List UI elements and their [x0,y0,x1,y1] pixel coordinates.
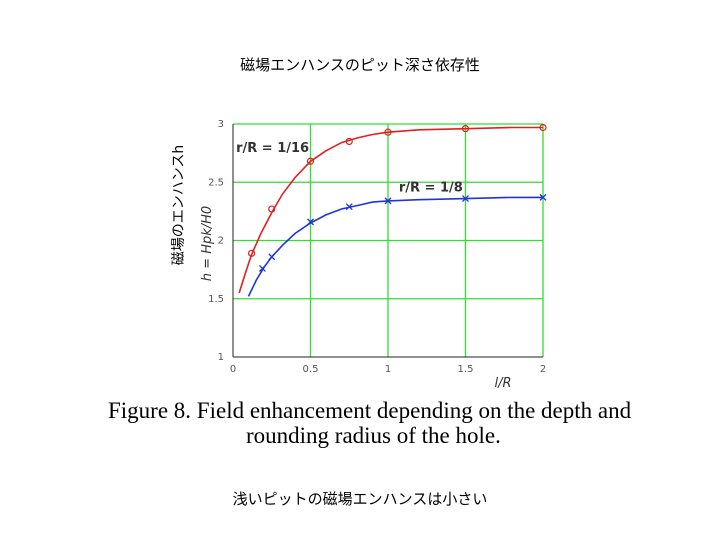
x-tick-label-3: 1.5 [458,364,474,375]
x-tick-label-2: 1 [385,364,391,375]
figure-caption-line-1: Figure 8. Field enhancement depending on… [108,398,632,423]
series-1-point-2 [307,218,314,226]
y-tick-label-4: 3 [218,119,224,130]
series-1-point-4 [384,197,392,205]
text-layer: 0 0.5 1 1.5 2 1 1.5 2 2.5 3 l/R h = Hpk/H0 r/R = 1/1… [200,119,546,391]
series-0-point-2 [306,157,315,165]
figure-caption-line-2: rounding radius of the hole. [246,423,501,448]
axes-layer [232,124,543,358]
x-axis-label: l/R [494,376,511,391]
series-label-0: r/R = 1/16 [236,141,309,156]
y-tick-label-0: 1 [218,352,224,363]
slide-title: 磁場エンハンスのピット深さ依存性 [240,56,480,74]
y-tick-label-3: 2.5 [208,177,224,188]
series-1-point-5 [462,195,469,203]
series-1-point-3 [345,203,353,211]
series-0-point-3 [345,137,353,146]
series-0-point-0 [247,249,256,257]
side-axis-label-text: 磁場のエンハンスh [171,144,187,266]
series-line-0 [238,126,543,294]
x-tick-label-4: 2 [540,364,546,375]
series-layer [238,123,547,297]
series-0-point-4 [384,128,392,136]
grid-layer [233,123,544,357]
series-label-1: r/R = 1/8 [399,181,463,196]
series-0-point-6 [539,123,547,132]
series-0-point-1 [268,205,276,213]
x-tick-label-0: 0 [230,364,236,375]
y-tick-label-2: 2 [218,236,224,247]
bottom-note: 浅いピットの磁場エンハンスは小さい [232,490,488,508]
series-line-1 [247,196,543,297]
enhancement-chart: 0 0.5 1 1.5 2 1 1.5 2 2.5 3 l/R h = Hpk/H0 r/R = 1/1… [200,119,547,391]
series-1-point-0 [258,265,266,272]
series-0-point-5 [461,125,470,133]
y-tick-label-1: 1.5 [208,294,224,305]
figure-caption: Figure 8. Field enhancement depending on… [108,398,668,448]
side-axis-label: 磁場のエンハンスh [168,80,188,330]
series-1-point-1 [268,253,276,261]
y-axis-label: h = Hpk/H0 [200,206,215,281]
series-1-point-6 [539,193,547,201]
x-tick-label-1: 0.5 [303,364,319,375]
